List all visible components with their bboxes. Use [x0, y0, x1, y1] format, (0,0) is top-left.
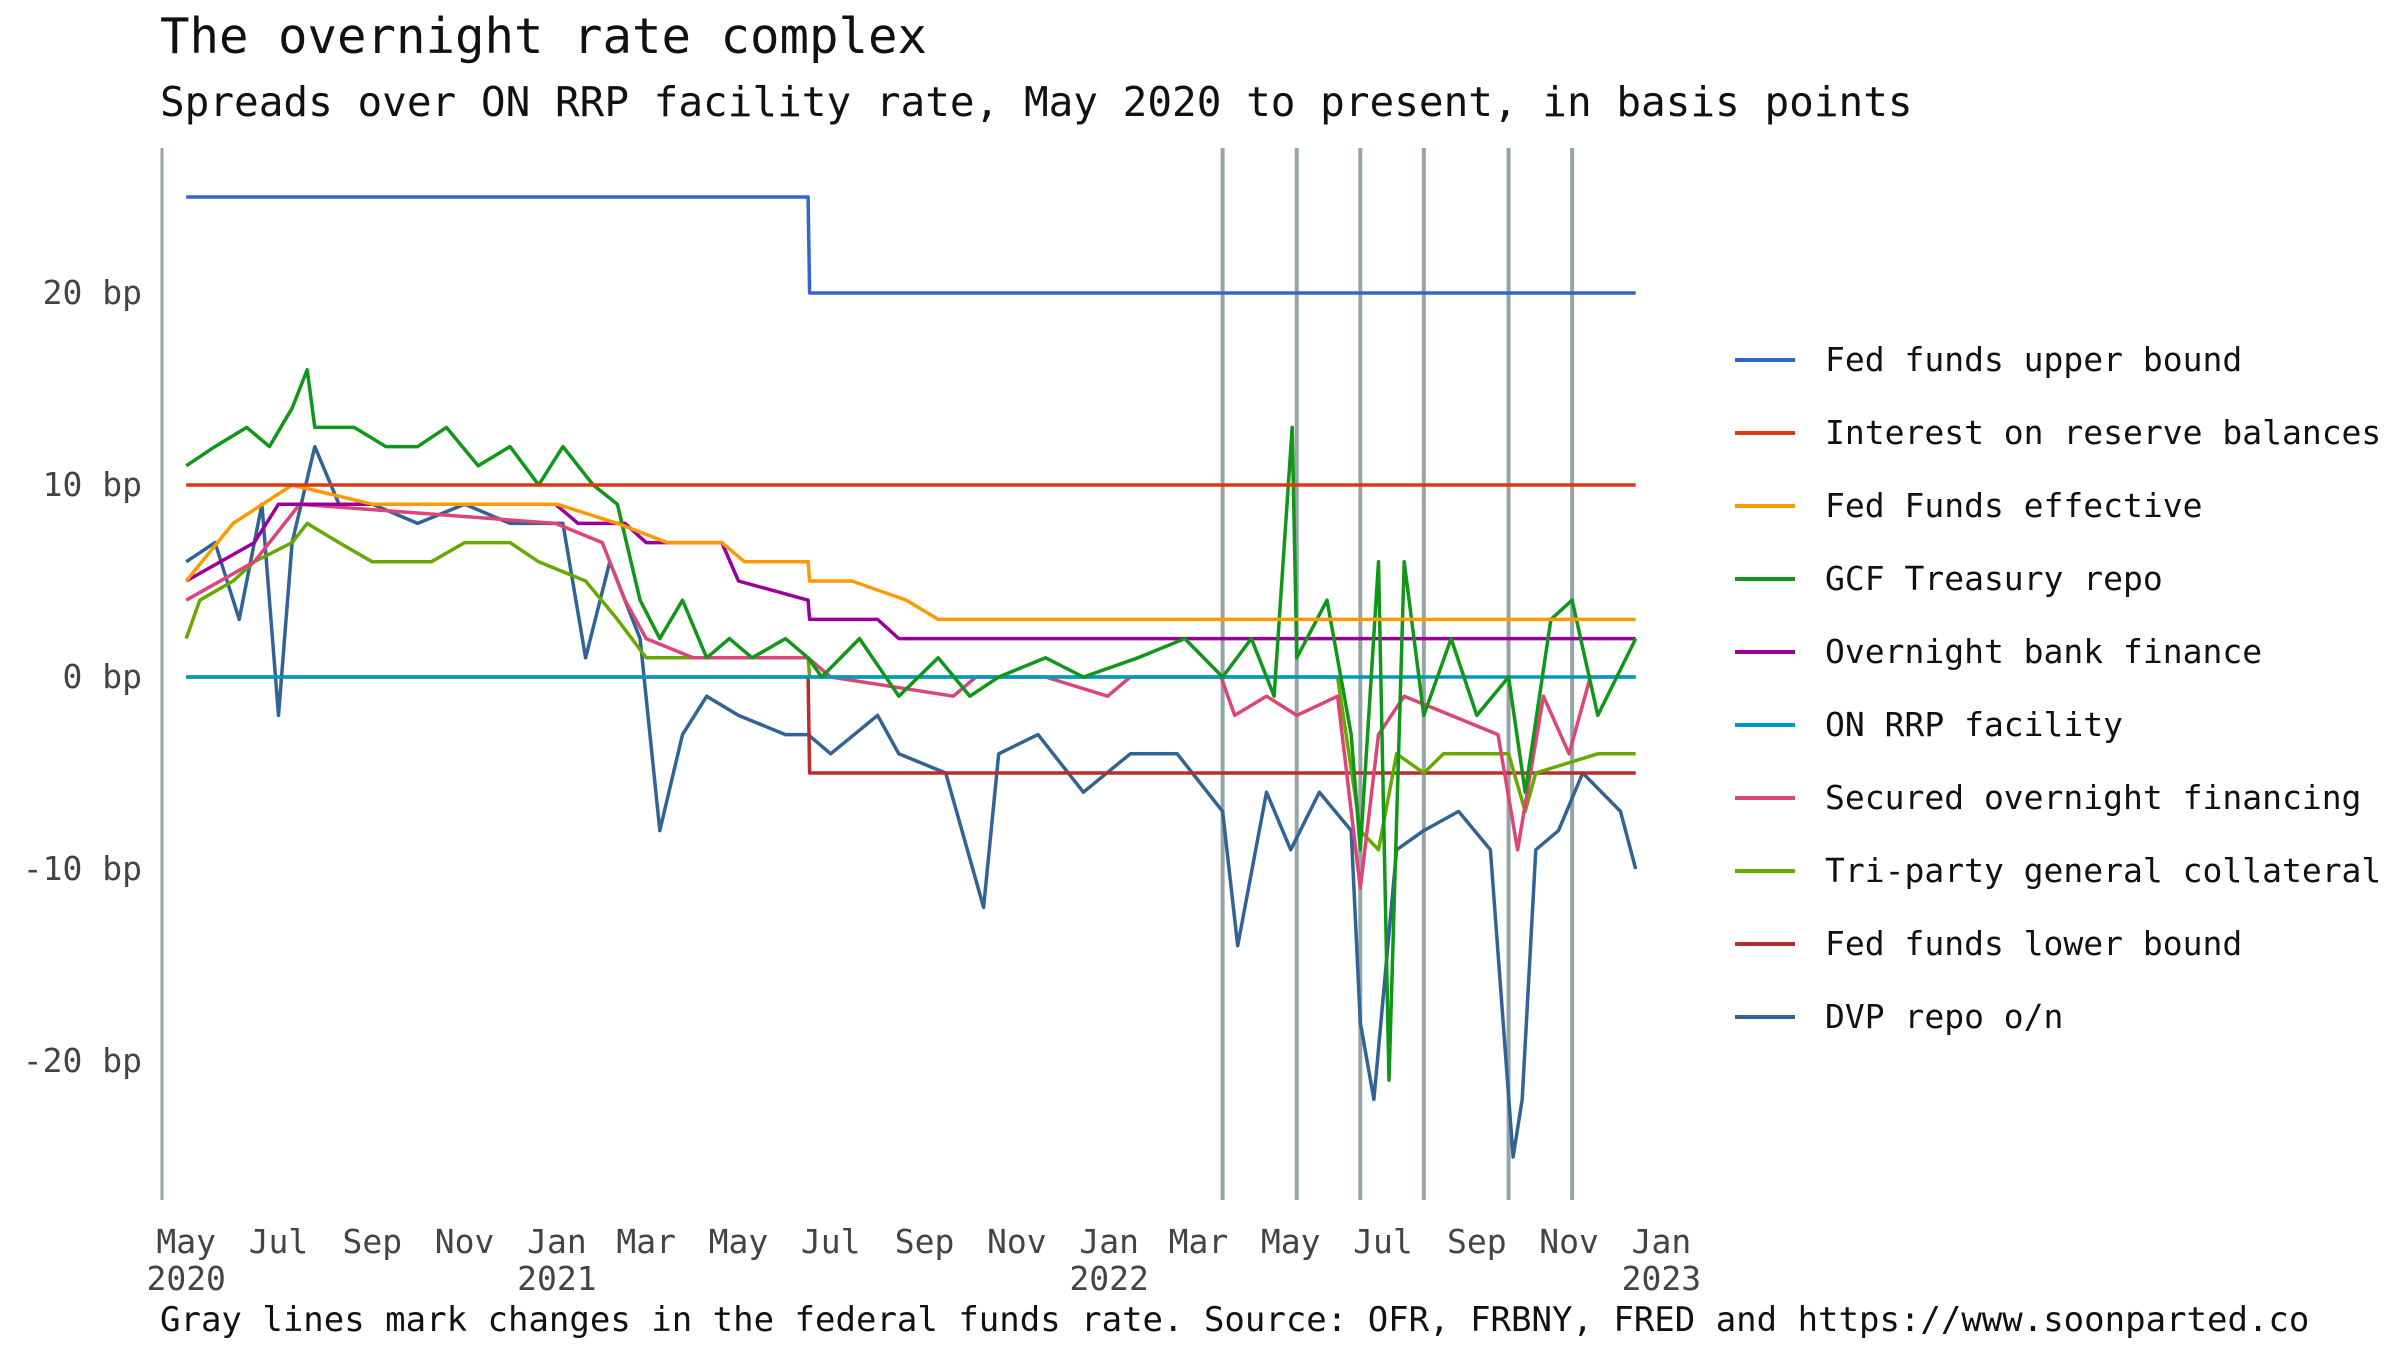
x-tick-label: Jan — [1632, 1222, 1692, 1261]
series-line-tri-party-general-collateral — [184, 521, 1636, 852]
legend-label-secured-overnight-financing: Secured overnight financing — [1825, 778, 2361, 817]
series-line-gcf-treasury-repo — [185, 368, 1638, 1082]
legend-label-gcf-treasury-repo: GCF Treasury repo — [1825, 559, 2163, 598]
legend-label-on-rrp-facility: ON RRP facility — [1825, 705, 2123, 744]
x-tick-label: Nov — [435, 1222, 495, 1261]
x-tick-label: Mar — [1169, 1222, 1229, 1261]
footer-note: Gray lines mark changes in the federal f… — [160, 1300, 2310, 1340]
x-tick-year-label: 2021 — [517, 1259, 596, 1298]
x-tick-label: Sep — [1447, 1222, 1507, 1261]
x-tick-year-label: 2023 — [1622, 1259, 1701, 1298]
y-tick-label: -20 bp — [23, 1041, 142, 1080]
x-tick-label: Nov — [1539, 1222, 1599, 1261]
x-tick-label: Mar — [616, 1222, 676, 1261]
x-tick-label: Nov — [987, 1222, 1047, 1261]
x-tick-year-label: 2020 — [146, 1259, 225, 1298]
legend-label-tri-party-general-collateral: Tri-party general collateral — [1825, 851, 2381, 890]
legend-label-fed-funds-lower-bound: Fed funds lower bound — [1825, 924, 2242, 963]
y-tick-label: -10 bp — [23, 849, 142, 888]
x-tick-year-label: 2022 — [1069, 1259, 1148, 1298]
series-line-fed-funds-upper-bound — [186, 195, 1636, 295]
chart-title: The overnight rate complex — [160, 8, 928, 65]
x-tick-label: May — [156, 1222, 216, 1261]
x-tick-label: Sep — [895, 1222, 955, 1261]
x-tick-label: Jul — [801, 1222, 861, 1261]
legend-label-interest-on-reserve-balances: Interest on reserve balances — [1825, 413, 2381, 452]
legend: Fed funds upper bound Interest on reserve… — [1735, 340, 2381, 1036]
x-tick-label: May — [709, 1222, 769, 1261]
legend-label-overnight-bank-finance: Overnight bank finance — [1825, 632, 2262, 671]
series-line-fed-funds-effective — [184, 483, 1636, 622]
y-tick-label: 10 bp — [43, 465, 142, 504]
chart-subtitle: Spreads over ON RRP facility rate, May 2… — [160, 78, 1913, 126]
x-tick-label: Jan — [527, 1222, 587, 1261]
y-tick-label: 20 bp — [43, 273, 142, 312]
y-axis-ticks: 20 bp 10 bp 0 bp -10 bp -20 bp — [23, 273, 142, 1080]
y-tick-label: 0 bp — [63, 657, 142, 696]
series-line-dvp-repo-o-n — [185, 444, 1638, 1159]
x-tick-label: Jan — [1079, 1222, 1139, 1261]
legend-label-fed-funds-upper-bound: Fed funds upper bound — [1825, 340, 2242, 379]
series-lines — [184, 195, 1638, 1159]
x-tick-label: Jul — [249, 1222, 309, 1261]
x-tick-label: Jul — [1353, 1222, 1413, 1261]
x-tick-label: Sep — [343, 1222, 403, 1261]
legend-label-dvp-repo-o-n: DVP repo o/n — [1825, 997, 2063, 1036]
x-tick-label: May — [1261, 1222, 1321, 1261]
legend-label-fed-funds-effective: Fed Funds effective — [1825, 486, 2203, 525]
